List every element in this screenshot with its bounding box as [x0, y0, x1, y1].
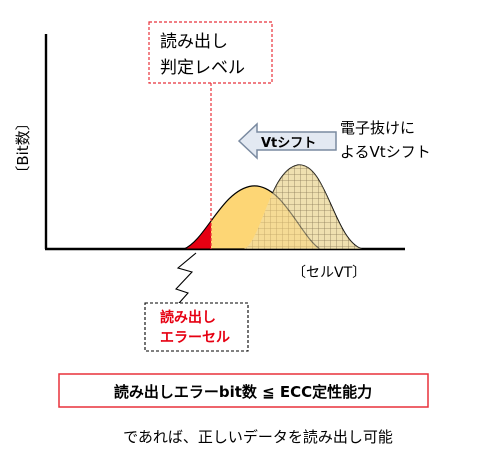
- shift-description-line1: 電子抜けに: [340, 119, 415, 137]
- overlap-region: [244, 164, 362, 249]
- error-cell-box: [144, 302, 249, 352]
- condition-text: 読み出しエラーbit数 ≦ ECC定性能力: [114, 383, 372, 401]
- footer-text: であれば、正しいデータを読み出し可能: [123, 428, 393, 446]
- error-cell-region: [183, 220, 211, 250]
- read-level-label-line1: 読み出し: [160, 32, 228, 52]
- condition-box: [58, 373, 429, 408]
- vt-shift-arrow-label: Vtシフト: [261, 136, 316, 151]
- read-level-box: [148, 21, 273, 84]
- x-axis-label: 〔セルVT〕: [292, 265, 366, 281]
- read-level-label-line2: 判定レベル: [160, 58, 245, 78]
- error-cell-label-line1: 読み出し: [160, 309, 216, 326]
- shift-description-line2: よるVtシフト: [340, 143, 431, 161]
- error-callout-connector: [171, 252, 197, 312]
- error-cell-label-line2: エラーセル: [160, 330, 230, 346]
- y-axis-label: 〔Bit数〕: [14, 115, 32, 180]
- vt-shift-arrow: [237, 122, 337, 160]
